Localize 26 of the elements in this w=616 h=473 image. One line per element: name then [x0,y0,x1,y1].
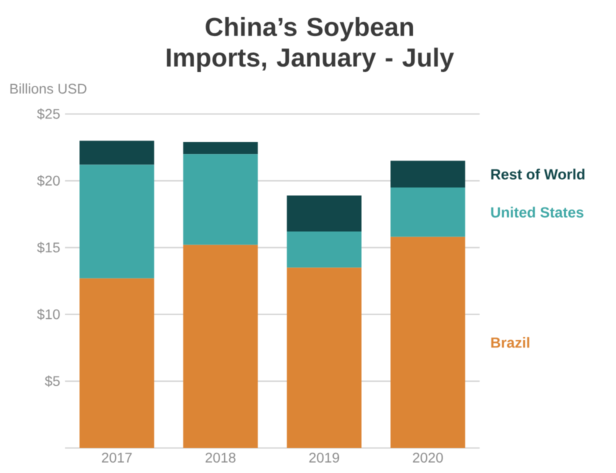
bar [183,154,258,245]
bar [183,142,258,154]
bar [80,164,154,278]
y-tick-label: $25 [37,108,60,120]
y-tick-label: $5 [44,376,60,387]
bar [183,244,258,448]
y-tick-label: $10 [37,308,60,320]
bar [390,236,466,448]
bar [286,268,362,448]
y-tick-label: $20 [37,175,60,186]
x-tick-label: 2020 [412,452,443,463]
bar [286,195,362,232]
series-label: Rest of World [491,168,584,180]
y-axis-title: Billions USD [10,83,86,94]
x-tick-label: 2018 [206,452,236,463]
bar [80,140,154,165]
series-label: Brazil [491,337,530,348]
bar [286,232,362,268]
bar [390,160,466,188]
x-tick-label: 2017 [102,452,132,463]
bar [80,278,154,448]
y-tick-label: $15 [37,242,60,254]
chart-title: China’s Soybean Imports, January - July [166,17,454,72]
bar [390,187,466,237]
series-label: United States [491,206,584,218]
x-tick-label: 2019 [309,452,340,463]
